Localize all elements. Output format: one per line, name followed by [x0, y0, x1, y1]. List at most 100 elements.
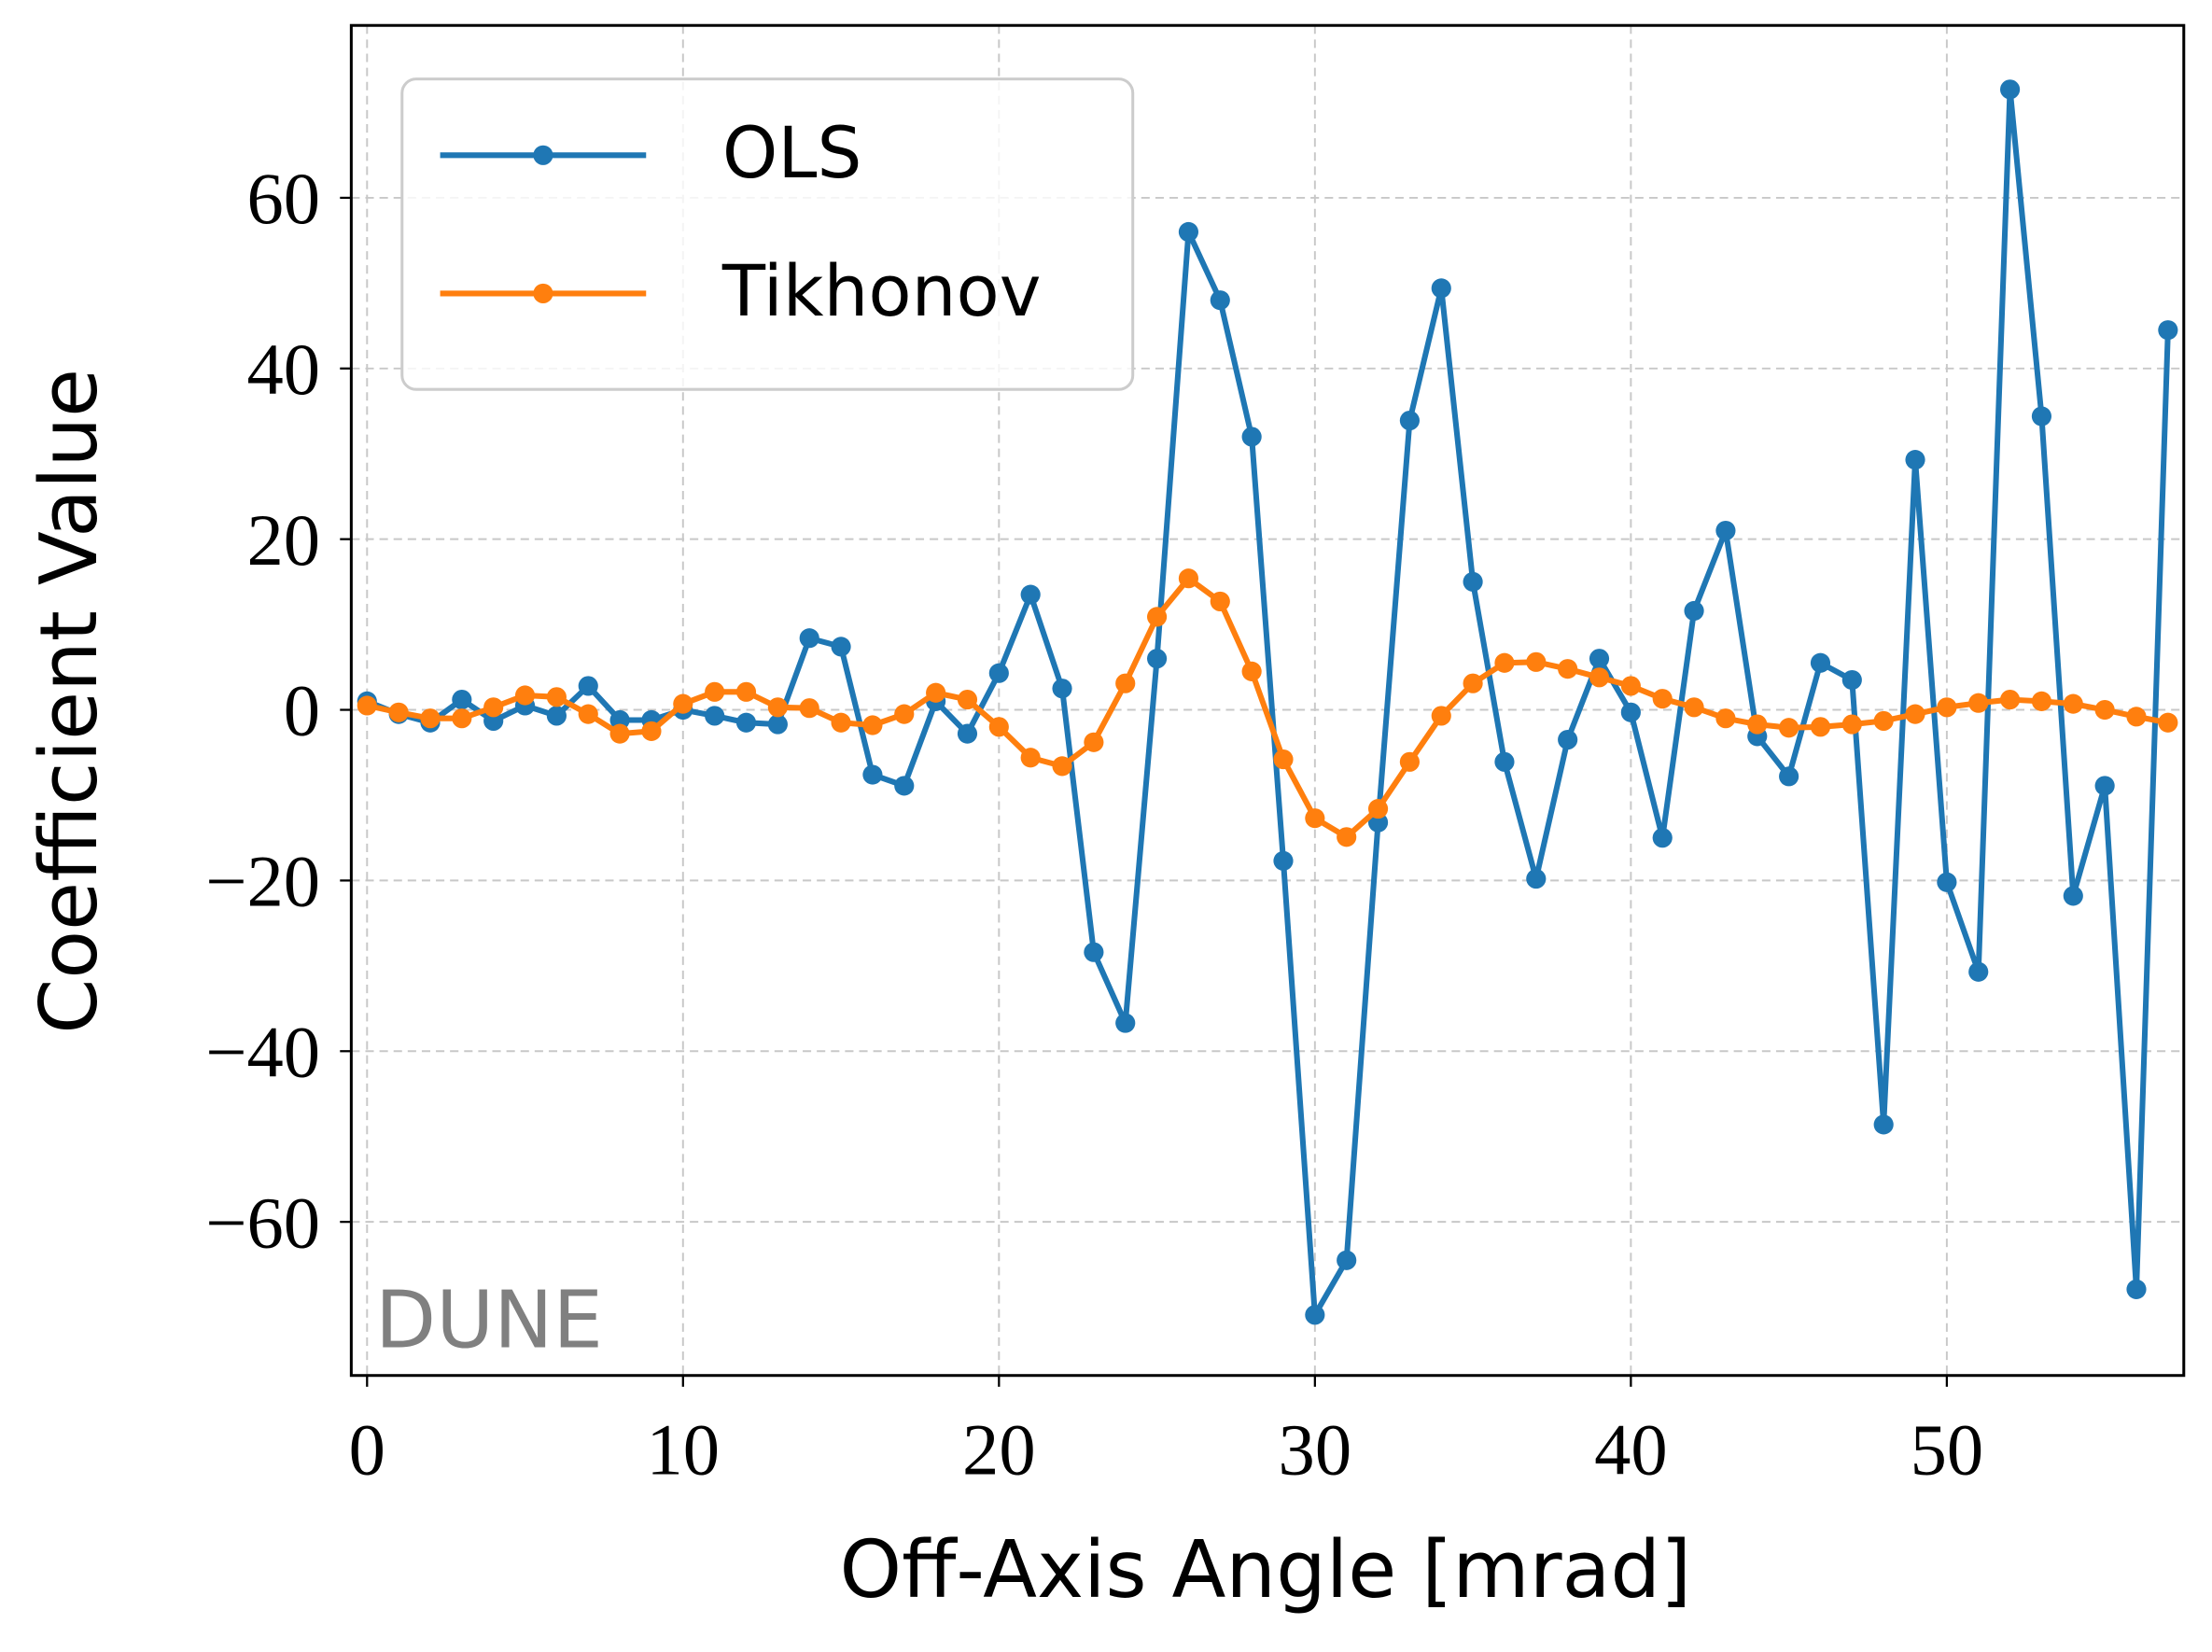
data-point — [735, 712, 757, 733]
data-point — [483, 697, 504, 718]
data-point — [1337, 827, 1357, 847]
legend-marker — [533, 283, 553, 303]
data-point — [1873, 710, 1894, 732]
data-point — [1841, 669, 1862, 691]
data-point — [1052, 679, 1072, 699]
data-point — [1589, 649, 1610, 669]
data-point — [1810, 717, 1831, 737]
data-point — [1084, 732, 1104, 752]
x-tick-label: 0 — [349, 1409, 385, 1491]
data-point — [1431, 278, 1451, 299]
data-point — [705, 681, 725, 702]
data-point — [831, 637, 851, 657]
annotation: DUNE — [375, 1273, 603, 1365]
data-point — [1905, 704, 1925, 724]
data-point — [1178, 568, 1199, 589]
x-tick-label: 40 — [1594, 1409, 1668, 1491]
data-point — [1273, 749, 1294, 770]
data-point — [1115, 673, 1136, 693]
data-point — [1052, 756, 1072, 777]
y-tick-label: 40 — [247, 329, 321, 410]
data-point — [1715, 708, 1736, 729]
data-point — [2031, 691, 2052, 711]
data-point — [420, 708, 441, 729]
data-point — [1241, 661, 1262, 681]
data-point — [957, 689, 978, 710]
y-axis-label: Coefficient Value — [22, 369, 115, 1034]
data-point — [862, 764, 883, 785]
data-point — [641, 721, 662, 741]
data-point — [1558, 729, 1578, 750]
data-point — [2158, 320, 2178, 341]
data-point — [1968, 961, 1989, 982]
data-point — [1684, 697, 1704, 718]
data-point — [894, 776, 915, 796]
data-point — [957, 723, 978, 744]
data-point — [2000, 79, 2021, 100]
plot-frame — [349, 23, 2186, 1378]
data-point — [988, 663, 1009, 683]
data-point — [2158, 712, 2178, 733]
x-axis-label: Off-Axis Angle [mrad] — [839, 1523, 1691, 1616]
data-point — [1747, 714, 1768, 735]
data-point — [1337, 1250, 1357, 1270]
y-tick-label: −60 — [205, 1182, 320, 1263]
x-tick-label: 30 — [1279, 1409, 1352, 1491]
data-point — [1526, 651, 1547, 672]
data-point — [1147, 649, 1168, 669]
data-point — [388, 702, 409, 722]
data-point — [609, 723, 630, 744]
data-point — [2094, 776, 2115, 796]
data-point — [452, 689, 472, 710]
data-point — [1305, 1305, 1325, 1325]
data-point — [705, 706, 725, 726]
data-point — [2063, 693, 2083, 714]
data-point — [2031, 406, 2052, 427]
data-point — [1684, 600, 1704, 622]
data-point — [1937, 872, 1957, 892]
data-point — [1399, 751, 1420, 772]
legend-label: Tikhonov — [721, 250, 1042, 332]
data-point — [546, 687, 567, 707]
data-point — [1558, 659, 1578, 679]
data-point — [1399, 410, 1420, 431]
data-point — [452, 708, 472, 729]
data-point — [1178, 221, 1199, 243]
data-point — [1841, 714, 1862, 735]
data-point — [578, 704, 598, 724]
data-point — [1652, 689, 1673, 709]
data-point — [1589, 667, 1610, 688]
data-point — [1147, 607, 1168, 627]
data-point — [2126, 1279, 2147, 1299]
data-point — [1463, 673, 1483, 693]
data-point — [1494, 751, 1515, 772]
y-tick-label: −20 — [205, 841, 320, 922]
y-tick-label: 20 — [247, 499, 321, 581]
data-point — [1620, 702, 1641, 722]
data-point — [926, 682, 946, 703]
data-point — [799, 628, 819, 649]
data-point — [578, 676, 598, 696]
data-point — [357, 695, 377, 716]
data-point — [1273, 850, 1294, 871]
data-point — [1526, 868, 1547, 889]
data-point — [862, 715, 883, 735]
data-point — [546, 706, 567, 726]
data-point — [1715, 520, 1736, 541]
data-point — [1020, 584, 1041, 605]
x-tick-label: 20 — [962, 1409, 1036, 1491]
data-point — [767, 697, 788, 718]
data-point — [483, 710, 504, 732]
data-point — [1937, 697, 1957, 718]
data-point — [673, 693, 693, 714]
data-point — [894, 704, 915, 724]
data-point — [1779, 718, 1799, 738]
data-point — [1431, 706, 1451, 726]
data-point — [2126, 707, 2147, 727]
data-point — [1810, 652, 1831, 673]
data-point — [2094, 699, 2115, 721]
data-point — [1779, 766, 1799, 787]
data-point — [1367, 799, 1389, 819]
y-tick-label: 0 — [284, 670, 320, 751]
